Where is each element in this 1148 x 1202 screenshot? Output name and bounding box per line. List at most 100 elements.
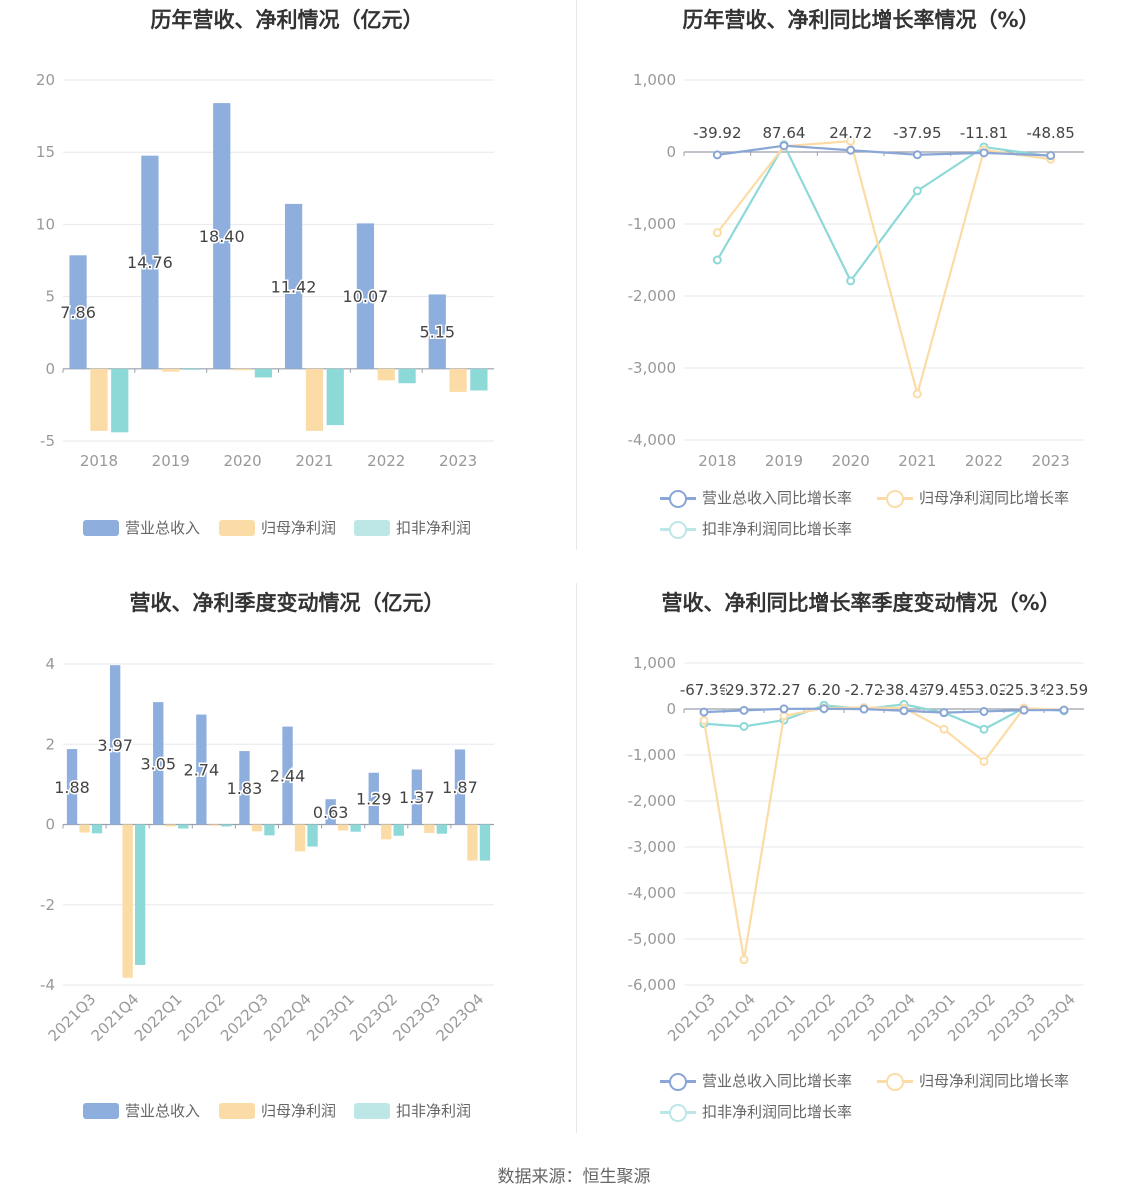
- annual-amount-chart: 历年营收、净利情况（亿元） -5 0 5 10 15 20 2018 2019 2020 2021…: [0, 0, 574, 560]
- bar: [221, 824, 232, 827]
- data-point: [899, 706, 909, 716]
- bar: [182, 368, 201, 370]
- bar: [122, 824, 133, 978]
- data-label: 11.42: [271, 277, 317, 296]
- series-line: [716, 142, 1051, 283]
- bar: [424, 824, 435, 833]
- data-point: [712, 228, 722, 238]
- y-tick-label: -6,000: [628, 976, 676, 994]
- y-tick-label: -4,000: [628, 884, 676, 902]
- data-label: -2.72: [845, 681, 884, 699]
- series-line: [703, 707, 1065, 714]
- bar: [162, 368, 180, 372]
- bar: [454, 749, 466, 825]
- legend-swatch: [83, 1103, 119, 1119]
- data-point: [712, 150, 722, 160]
- data-label: 10.07: [343, 287, 389, 306]
- bar: [282, 726, 293, 825]
- bar: [436, 824, 448, 834]
- legend-label: 营业总收入: [125, 519, 201, 537]
- bar: [294, 824, 306, 852]
- data-point: [779, 704, 789, 714]
- bar: [411, 769, 423, 825]
- data-label: 1.83: [227, 779, 263, 798]
- data-label: 14.76: [127, 253, 173, 272]
- y-tick-label: -4: [40, 976, 55, 994]
- x-tick-label: 2019: [765, 452, 803, 470]
- data-label: -25.34: [1000, 681, 1048, 699]
- data-label: 1.87: [442, 778, 478, 797]
- bar: [377, 368, 395, 381]
- x-tick-label: 2023: [1032, 452, 1070, 470]
- quarterly-amount-plot: -4-20242021Q32021Q42022Q12022Q22022Q3202…: [40, 655, 494, 1045]
- bar: [393, 824, 404, 836]
- annual-growth-plot: -4,000 -3,000 -2,000 -1,000 0 1,000 2018 2019 20…: [628, 71, 1084, 470]
- data-point: [912, 150, 922, 160]
- data-point: [699, 716, 709, 725]
- y-tick-label: -2,000: [628, 792, 676, 810]
- y-tick-label: 15: [36, 143, 55, 161]
- data-point: [979, 724, 989, 734]
- panel-divider: [576, 583, 577, 1133]
- bar: [264, 824, 275, 836]
- bar: [251, 824, 263, 832]
- x-tick-label: 2023Q4: [432, 990, 487, 1045]
- y-tick-label: 2: [45, 735, 55, 753]
- data-label: 2.74: [184, 761, 220, 780]
- legend-marker: [669, 490, 687, 508]
- legend-label: 归母净利润同比增长率: [919, 1072, 1070, 1090]
- data-point: [912, 186, 922, 196]
- data-label: 0.63: [313, 803, 349, 822]
- bar: [208, 824, 220, 826]
- data-label: 24.72: [829, 124, 872, 142]
- bar: [178, 824, 189, 829]
- data-point: [912, 389, 922, 399]
- x-tick-label: 2020: [223, 452, 261, 470]
- bar: [69, 255, 87, 369]
- data-label: 5.15: [419, 323, 455, 342]
- data-point: [699, 707, 709, 717]
- annual-growth-chart: 历年营收、净利同比增长率情况（%） -4,000 -3,000 -2,000 -1,0…: [574, 0, 1148, 560]
- bar: [325, 799, 336, 825]
- y-tick-label: -4,000: [628, 431, 676, 449]
- data-point: [939, 708, 949, 718]
- x-tick-label: 2018: [80, 452, 118, 470]
- legend-swatch: [83, 520, 119, 536]
- data-point: [779, 711, 789, 721]
- legend-label: 营业总收入: [125, 1102, 201, 1120]
- x-tick-label: 2021: [295, 452, 333, 470]
- data-label: 7.86: [60, 303, 96, 322]
- legend-label: 扣非净利润: [396, 519, 472, 537]
- bar: [368, 772, 379, 825]
- bar: [66, 749, 78, 825]
- data-point: [1019, 705, 1029, 715]
- bar: [134, 824, 146, 965]
- legend-marker: [886, 1073, 904, 1091]
- y-tick-label: -5: [40, 432, 55, 450]
- y-tick-label: 1,000: [633, 654, 676, 672]
- legend-label: 营业总收入同比增长率: [702, 489, 853, 507]
- legend-label: 归母净利润: [261, 1102, 337, 1120]
- bar: [326, 368, 344, 426]
- legend-marker: [669, 1073, 687, 1091]
- legend-label: 扣非净利润同比增长率: [702, 1103, 853, 1121]
- data-point: [979, 148, 989, 158]
- y-tick-label: -3,000: [628, 838, 676, 856]
- bar: [381, 824, 392, 840]
- data-point: [712, 255, 722, 265]
- y-tick-label: -3,000: [628, 359, 676, 377]
- bar: [213, 103, 231, 369]
- bar: [233, 368, 252, 371]
- bar: [196, 714, 207, 825]
- legend-marker: [669, 521, 687, 539]
- legend-label: 扣非净利润同比增长率: [702, 520, 853, 538]
- bar: [350, 824, 361, 832]
- chart-title: 历年营收、净利情况（亿元）: [150, 8, 424, 32]
- data-point: [739, 721, 749, 731]
- chart-title: 历年营收、净利同比增长率情况（%）: [682, 8, 1040, 32]
- series-line: [716, 140, 1051, 399]
- y-tick-label: -5,000: [628, 930, 676, 948]
- bar: [284, 203, 303, 369]
- data-label: -29.37: [720, 681, 768, 699]
- data-label: 1.88: [54, 778, 90, 797]
